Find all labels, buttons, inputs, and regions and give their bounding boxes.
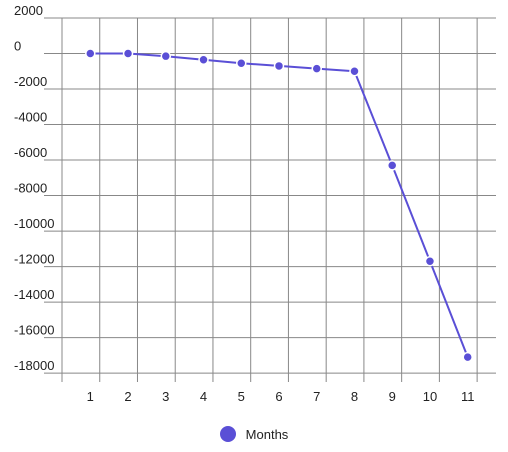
y-tick-label: -2000 [14,74,47,89]
data-point [198,54,209,65]
y-tick-label: -6000 [14,145,47,160]
y-tick-label: -16000 [14,323,54,338]
y-tick-label: 2000 [14,3,43,18]
y-tick-label: -18000 [14,358,54,373]
x-tick-label: 1 [87,389,94,404]
data-point [160,50,172,62]
y-tick-label: -12000 [14,252,54,267]
series-layer [85,48,473,363]
y-tick-label: 0 [14,39,21,54]
x-tick-label: 3 [162,389,169,404]
series-line [90,52,469,358]
y-tick-label: -4000 [14,110,47,125]
data-point [462,351,473,363]
data-point [349,66,360,77]
legend-label: Months [245,426,289,442]
y-tick-label: -8000 [14,181,47,196]
y-tick-label: -10000 [14,216,54,231]
data-point [386,160,398,171]
legend: Months [0,426,508,442]
data-point [424,256,436,267]
legend-marker-icon [219,426,236,442]
x-tick-label: 7 [313,389,320,404]
x-tick-label: 5 [238,389,245,404]
x-tick-label: 8 [351,389,358,404]
x-tick-label: 10 [423,389,437,404]
x-tick-label: 6 [275,389,282,404]
data-point [236,58,247,69]
x-tick-label: 2 [124,389,131,404]
data-point [273,60,285,72]
axis-labels: 2000 0 -2000 -4000 -6000 -8000 -10000 -12000 -14… [14,3,474,404]
x-tick-label: 4 [200,389,207,404]
grid [44,17,496,382]
data-point [122,48,134,59]
data-point [85,48,96,59]
y-tick-label: -14000 [14,287,54,302]
data-point [311,63,322,74]
x-tick-label: 11 [461,389,475,404]
x-tick-label: 9 [389,389,396,404]
